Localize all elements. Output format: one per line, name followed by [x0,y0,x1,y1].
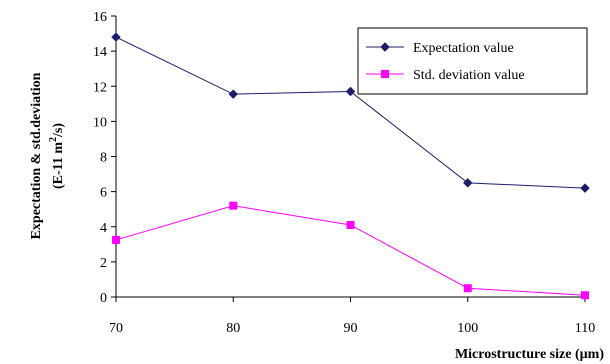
x-axis-title: Microstructure size (µm) [455,347,604,362]
x-tick-label: 70 [109,321,123,336]
data-point [229,201,238,210]
y-axis-title-unit-prefix: (E-11 m [51,142,66,189]
y-tick-label: 10 [93,115,107,130]
legend-label: Expectation value [413,41,514,56]
y-tick-label: 8 [100,151,107,166]
y-tick-label: 0 [100,291,107,306]
legend-swatch-marker [380,42,390,52]
data-point [581,291,589,300]
legend: Expectation value Std. deviation value [357,27,588,95]
x-tick-label: 110 [575,321,595,336]
y-axis-title-line1: Expectation & std.deviation [29,72,44,239]
series-line [115,205,586,296]
data-point [346,220,355,229]
data-point [580,183,590,193]
series-std-deviation [112,201,589,300]
data-point [463,178,473,188]
x-tick-label: 90 [344,321,358,336]
series-layer [111,32,590,300]
y-tick-label: 14 [93,45,107,60]
x-tick-label: 100 [457,321,478,336]
legend-item: Expectation value [366,41,514,56]
legend-swatch-marker [381,70,389,78]
data-point [345,86,356,97]
y-tick-label: 6 [100,186,107,201]
legend-item: Std. deviation value [366,68,525,83]
data-point [112,235,120,244]
y-axis-title-line2: (E-11 m2/s) [48,123,66,189]
y-tick-label: 4 [100,221,107,236]
data-point [228,89,238,99]
y-tick-label: 2 [100,256,107,271]
y-axis-title-unit-exponent: 2 [48,137,59,142]
legend-box [357,27,588,95]
legend-label: Std. deviation value [413,68,525,83]
y-tick-label: 12 [93,80,107,95]
x-tick-label: 80 [226,321,240,336]
y-axis-title-unit-suffix: /s) [51,123,66,138]
axes: 0 2 4 6 8 10 12 14 16 70 80 90 100 110 [93,10,595,336]
y-axis-title: Expectation & std.deviation (E-11 m2/s) [29,72,66,239]
y-tick-label: 16 [93,10,107,25]
data-point [111,32,121,42]
series-expectation [111,32,590,193]
data-point [463,284,472,293]
